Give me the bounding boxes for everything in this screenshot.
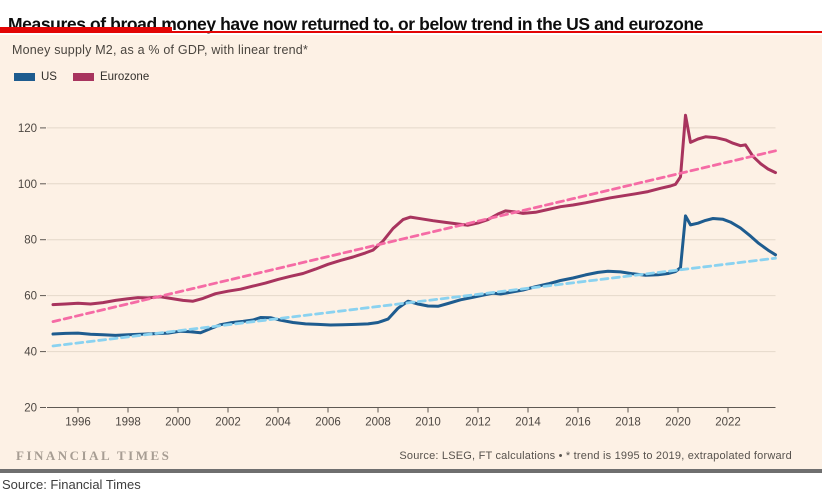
footer-source: Source: Financial Times (2, 477, 141, 492)
chart-panel (0, 35, 822, 469)
ft-watermark: FINANCIAL TIMES (16, 448, 172, 463)
eurozone-legend-swatch (72, 73, 94, 81)
svg-text:2016: 2016 (565, 417, 591, 429)
svg-text:100: 100 (18, 179, 37, 191)
eurozone-legend-label: Eurozone (99, 71, 150, 83)
svg-text:2008: 2008 (365, 417, 391, 429)
svg-text:2004: 2004 (265, 417, 291, 429)
us-legend-swatch (14, 73, 35, 81)
svg-text:1998: 1998 (115, 417, 141, 429)
svg-text:40: 40 (24, 347, 37, 359)
svg-text:1996: 1996 (65, 417, 91, 429)
svg-text:2012: 2012 (465, 417, 491, 429)
svg-text:2014: 2014 (515, 417, 541, 429)
title-rule-accent (0, 27, 172, 33)
svg-text:120: 120 (18, 123, 37, 135)
legend-item-us: US (14, 71, 57, 83)
svg-text:60: 60 (24, 291, 37, 303)
svg-text:20: 20 (24, 403, 37, 415)
us-legend-label: US (41, 71, 57, 83)
chart-legend: US Eurozone (14, 71, 149, 83)
svg-text:2006: 2006 (315, 417, 341, 429)
svg-text:2020: 2020 (665, 417, 691, 429)
svg-text:2002: 2002 (215, 417, 241, 429)
svg-text:2010: 2010 (415, 417, 441, 429)
title-rule (0, 31, 822, 33)
bottom-divider (0, 469, 822, 473)
page-title: Measures of broad money have now returne… (8, 13, 704, 34)
svg-text:2018: 2018 (615, 417, 641, 429)
svg-text:2022: 2022 (715, 417, 741, 429)
legend-item-eurozone: Eurozone (72, 71, 150, 83)
svg-text:2000: 2000 (165, 417, 191, 429)
svg-text:80: 80 (24, 235, 37, 247)
chart-subtitle: Money supply M2, as a % of GDP, with lin… (12, 43, 309, 57)
chart-source-note: Source: LSEG, FT calculations • * trend … (399, 450, 792, 462)
